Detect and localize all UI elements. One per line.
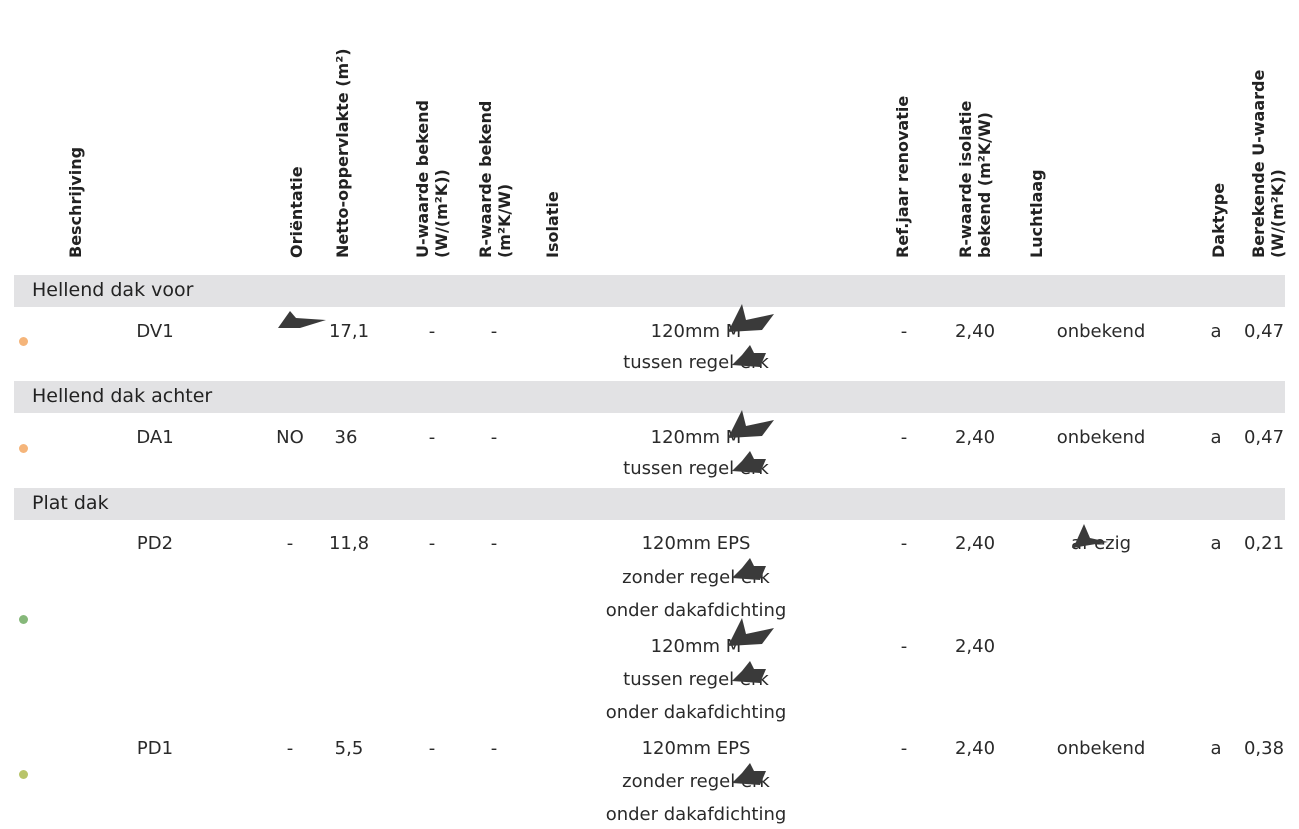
header-beschrijving: Beschrijving (66, 146, 85, 258)
cell-isolatie-line: 120mm M (650, 321, 742, 342)
cell-u-waarde-bekend: - (428, 738, 436, 759)
cell-daktype: a (1210, 321, 1222, 342)
cell-isolatie-line: 120mm M (650, 636, 742, 657)
header-r-waarde-bekend: R-waarde bekend (m²K/W) (476, 101, 514, 258)
cell-isolatie-line: onder dakafdichting (605, 804, 787, 825)
header-r-isolatie-line1: R-waarde isolatie (956, 100, 975, 258)
cell-refjaar: - (900, 533, 908, 554)
cell-daktype: a (1210, 533, 1222, 554)
header-u-waarde-line1: U-waarde bekend (413, 100, 432, 258)
cell-refjaar: - (900, 636, 908, 657)
cell-r-isolatie: 2,40 (954, 533, 996, 554)
cell-luchtlaag: onbekend (1056, 427, 1146, 448)
header-u-waarde-line2: (W/(m²K)) (432, 169, 451, 258)
redaction-mark (278, 311, 326, 328)
cell-isolatie-line: 120mm EPS (641, 738, 751, 759)
section-band-hellend-dak-achter: Hellend dak achter (14, 381, 1285, 413)
cell-luchtlaag: onbekend (1056, 738, 1146, 759)
cell-orientatie: - (286, 738, 294, 759)
status-dot (19, 337, 28, 346)
cell-isolatie-line: tussen regel erk (623, 458, 769, 479)
redaction-mark (732, 345, 766, 367)
cell-r-waarde-bekend: - (490, 738, 498, 759)
cell-r-waarde-bekend: - (490, 427, 498, 448)
section-band-plat-dak: Plat dak (14, 488, 1285, 520)
header-refjaar-renovatie: Ref.jaar renovatie (893, 95, 912, 258)
status-dot (19, 770, 28, 779)
cell-r-isolatie: 2,40 (954, 636, 996, 657)
redaction-mark (732, 558, 766, 580)
section-title: Hellend dak voor (32, 279, 194, 301)
cell-daktype: a (1210, 427, 1222, 448)
status-dot (19, 444, 28, 453)
cell-isolatie-line: onder dakafdichting (605, 600, 787, 621)
cell-luchtlaag: onbekend (1056, 321, 1146, 342)
cell-r-isolatie: 2,40 (954, 427, 996, 448)
cell-daktype: a (1210, 738, 1222, 759)
cell-r-isolatie: 2,40 (954, 738, 996, 759)
redaction-mark (732, 763, 766, 785)
cell-beschrijving: DV1 (136, 321, 174, 342)
header-berekende-line2: (W/(m²K)) (1268, 169, 1287, 258)
header-r-isolatie-line2: bekend (m²K/W) (975, 112, 994, 258)
header-berekende-u-waarde: Berekende U-waarde (W/(m²K)) (1249, 70, 1287, 258)
header-netto-oppervlakte: Netto-oppervlakte (m²) (333, 48, 352, 258)
cell-u-waarde-bekend: - (428, 321, 436, 342)
cell-isolatie-line: 120mm M (650, 427, 742, 448)
cell-refjaar: - (900, 738, 908, 759)
redaction-mark (732, 451, 766, 473)
cell-r-isolatie: 2,40 (954, 321, 996, 342)
cell-netto-oppervlakte: 17,1 (328, 321, 370, 342)
section-band-hellend-dak-voor: Hellend dak voor (14, 275, 1285, 307)
cell-orientatie: - (286, 533, 294, 554)
cell-isolatie-line: zonder regel erk (622, 771, 770, 792)
cell-orientatie: NO (276, 427, 304, 448)
redaction-mark (1072, 524, 1108, 548)
cell-netto-oppervlakte: 11,8 (328, 533, 370, 554)
header-orientatie: Oriëntatie (287, 166, 306, 258)
cell-r-waarde-bekend: - (490, 533, 498, 554)
header-r-waarde-isolatie: R-waarde isolatie bekend (m²K/W) (956, 101, 994, 258)
redaction-mark (732, 661, 766, 683)
redaction-mark (728, 304, 774, 332)
cell-isolatie-line: tussen regel erk (623, 352, 769, 373)
cell-refjaar: - (900, 321, 908, 342)
cell-berekende-u-waarde: 0,47 (1243, 427, 1285, 448)
cell-isolatie-line: 120mm EPS (641, 533, 751, 554)
cell-u-waarde-bekend: - (428, 533, 436, 554)
cell-beschrijving: DA1 (136, 427, 174, 448)
cell-isolatie-line: tussen regel erk (623, 669, 769, 690)
header-daktype: Daktype (1209, 182, 1228, 258)
cell-berekende-u-waarde: 0,47 (1243, 321, 1285, 342)
section-title: Hellend dak achter (32, 385, 213, 407)
cell-u-waarde-bekend: - (428, 427, 436, 448)
header-r-waarde-line1: R-waarde bekend (476, 100, 495, 258)
cell-netto-oppervlakte: 5,5 (334, 738, 364, 759)
cell-isolatie-line: zonder regel erk (622, 567, 770, 588)
cell-r-waarde-bekend: - (490, 321, 498, 342)
cell-netto-oppervlakte: 36 (334, 427, 358, 448)
cell-refjaar: - (900, 427, 908, 448)
cell-isolatie-line: onder dakafdichting (605, 702, 787, 723)
redaction-mark (728, 410, 774, 438)
section-title: Plat dak (32, 492, 109, 514)
header-berekende-line1: Berekende U-waarde (1249, 69, 1268, 258)
redaction-mark (728, 618, 774, 646)
cell-berekende-u-waarde: 0,38 (1243, 738, 1285, 759)
cell-beschrijving: PD2 (136, 533, 174, 554)
cell-beschrijving: PD1 (136, 738, 174, 759)
header-u-waarde-bekend: U-waarde bekend (W/(m²K)) (413, 100, 451, 258)
cell-berekende-u-waarde: 0,21 (1243, 533, 1285, 554)
header-r-waarde-line2: (m²K/W) (495, 183, 514, 258)
header-isolatie: Isolatie (543, 191, 562, 258)
header-luchtlaag: Luchtlaag (1027, 169, 1046, 258)
status-dot (19, 615, 28, 624)
